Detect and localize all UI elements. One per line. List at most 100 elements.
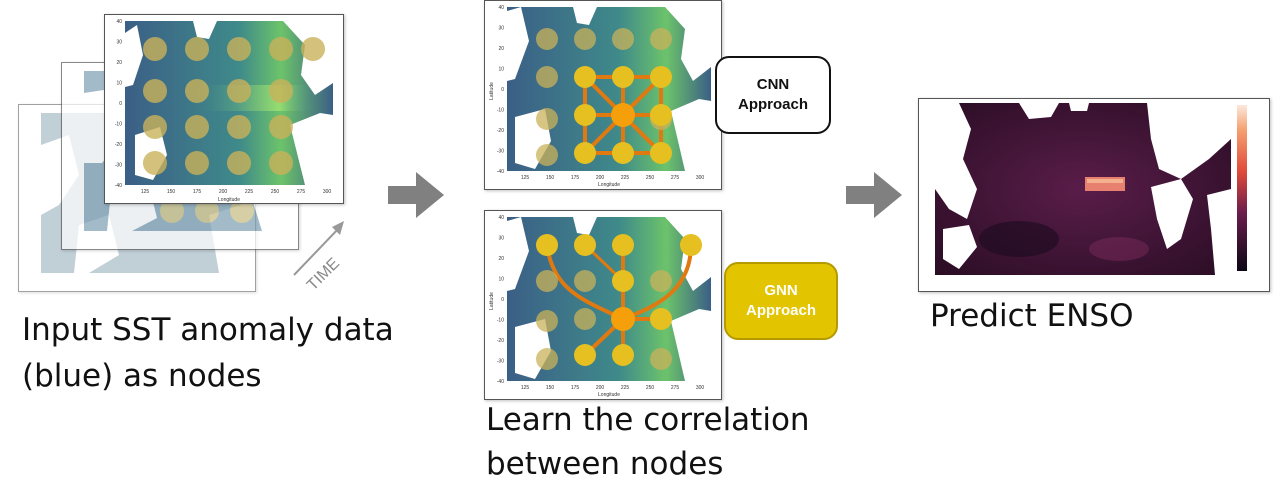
enso-colorbar [1237, 105, 1247, 271]
x-tick-label: 175 [571, 175, 580, 181]
front-map-xlabel: Longitude [218, 197, 240, 203]
y-tick-label: 0 [501, 87, 504, 93]
y-tick-label: 40 [498, 5, 504, 11]
x-tick-label: 150 [167, 189, 176, 195]
input-node [227, 151, 251, 175]
x-tick-label: 225 [621, 175, 630, 181]
input-node [227, 37, 251, 61]
input-node [227, 115, 251, 139]
gnn-node [612, 234, 634, 256]
cnn-map-plot: 125 150 175 200 225 250 275 300 40 30 20 10 0 -10 -20 -… [489, 5, 711, 188]
gnn-muted-node [574, 270, 596, 292]
y-tick-label: 30 [498, 236, 504, 242]
gnn-node [536, 234, 558, 256]
y-tick-label: -20 [497, 128, 504, 134]
x-tick-label: 175 [193, 189, 202, 195]
y-tick-label: 0 [501, 297, 504, 303]
y-tick-label: -30 [497, 149, 504, 155]
y-tick-label: 10 [116, 81, 122, 87]
cnn-node [612, 66, 634, 88]
flow-arrow-icon-1 [388, 172, 444, 218]
y-tick-label: -40 [115, 183, 122, 189]
predict-caption: Predict ENSO [930, 298, 1134, 334]
input-node [301, 37, 325, 61]
cnn-node [650, 104, 672, 126]
x-tick-label: 300 [696, 385, 705, 391]
enso-map-plot [935, 103, 1247, 275]
y-tick-label: -40 [497, 169, 504, 175]
cnn-center-node [611, 103, 635, 127]
x-tick-label: 250 [646, 175, 655, 181]
gnn-muted-node [536, 310, 558, 332]
input-node [185, 115, 209, 139]
gnn-muted-node [650, 270, 672, 292]
enso-map [918, 98, 1270, 292]
gnn-map-xlabel: Longitude [598, 392, 620, 398]
cnn-node [612, 142, 634, 164]
gnn-node [650, 308, 672, 330]
time-arrow-icon [293, 221, 344, 276]
y-tick-label: -20 [497, 338, 504, 344]
input-node [269, 115, 293, 139]
gnn-map-ylabel: Latitude [489, 292, 495, 310]
cnn-muted-node [536, 108, 558, 130]
cnn-approach-box: CNN Approach [715, 56, 831, 134]
cnn-approach-line1: CNN [756, 76, 790, 93]
flow-arrow-icon-2 [846, 172, 902, 218]
x-tick-label: 275 [297, 189, 306, 195]
y-tick-label: -30 [115, 163, 122, 169]
gnn-approach-box: GNN Approach [724, 262, 838, 340]
y-tick-label: 20 [116, 60, 122, 66]
cnn-node [650, 66, 672, 88]
cnn-node [574, 104, 596, 126]
input-node [269, 79, 293, 103]
x-tick-label: 200 [596, 175, 605, 181]
input-node [143, 37, 167, 61]
x-tick-label: 250 [271, 189, 280, 195]
cnn-node [650, 142, 672, 164]
x-tick-label: 150 [546, 175, 555, 181]
y-tick-label: 0 [119, 101, 122, 107]
x-tick-label: 150 [546, 385, 555, 391]
x-tick-label: 300 [323, 189, 332, 195]
cnn-map: 125 150 175 200 225 250 275 300 40 30 20 10 0 -10 -20 -… [484, 0, 722, 190]
x-tick-label: 300 [696, 175, 705, 181]
x-tick-label: 125 [141, 189, 150, 195]
input-map-front-plot: 125 150 175 200 225 250 275 300 40 30 20 10 0 -10 -20 -… [115, 19, 333, 203]
cnn-muted-node [574, 28, 596, 50]
gnn-node [574, 344, 596, 366]
y-tick-label: -40 [497, 379, 504, 385]
cnn-muted-node [612, 28, 634, 50]
gnn-node [680, 234, 702, 256]
gnn-approach-line2: Approach [745, 302, 816, 319]
y-tick-label: 10 [498, 277, 504, 283]
gnn-muted-node [536, 348, 558, 370]
y-tick-label: 20 [498, 256, 504, 262]
x-tick-label: 250 [646, 385, 655, 391]
input-node [269, 151, 293, 175]
gnn-node [612, 344, 634, 366]
cnn-node [574, 66, 596, 88]
x-tick-label: 175 [571, 385, 580, 391]
y-tick-label: 30 [498, 26, 504, 32]
x-tick-label: 275 [671, 385, 680, 391]
gnn-muted-node [650, 348, 672, 370]
input-node [269, 37, 293, 61]
input-node [185, 79, 209, 103]
input-map-front: 125 150 175 200 225 250 275 300 40 30 20 10 0 -10 -20 -… [104, 14, 344, 204]
x-tick-label: 125 [521, 385, 530, 391]
input-caption-line1: Input SST anomaly data [22, 312, 394, 348]
cnn-muted-node [650, 28, 672, 50]
learn-caption-line1: Learn the correlation [486, 402, 810, 438]
input-caption-line2: (blue) as nodes [22, 358, 262, 394]
input-node [185, 37, 209, 61]
cnn-map-xlabel: Longitude [598, 182, 620, 188]
y-tick-label: -10 [115, 122, 122, 128]
gnn-muted-node [574, 308, 596, 330]
x-tick-label: 275 [671, 175, 680, 181]
cnn-map-ylabel: Latitude [489, 82, 495, 100]
y-tick-label: -10 [497, 108, 504, 114]
y-tick-label: 40 [116, 19, 122, 25]
x-tick-label: 125 [521, 175, 530, 181]
cnn-muted-node [536, 66, 558, 88]
